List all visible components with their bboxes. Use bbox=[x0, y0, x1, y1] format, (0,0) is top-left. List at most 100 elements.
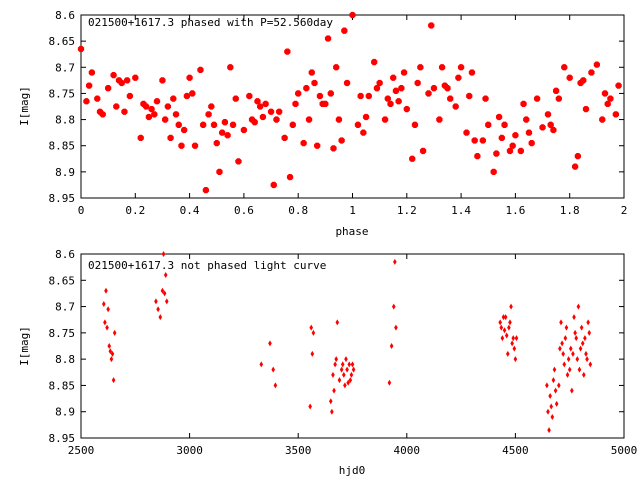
unphased-data-point bbox=[548, 392, 552, 399]
phased-data-point bbox=[240, 126, 248, 134]
phased-data-point bbox=[471, 137, 478, 144]
unphased-data-point bbox=[389, 343, 394, 349]
unphased-data-point bbox=[335, 319, 340, 326]
unphased-data-point bbox=[328, 398, 333, 405]
phased-data-point bbox=[384, 95, 391, 102]
phased-data-point bbox=[544, 111, 552, 118]
phased-data-point bbox=[88, 69, 95, 76]
phased-data-point bbox=[164, 103, 172, 110]
phased-data-point bbox=[580, 77, 587, 84]
phased-data-point bbox=[582, 105, 590, 113]
phased-data-point bbox=[286, 173, 294, 181]
phased-data-point bbox=[468, 69, 476, 76]
unphased-data-point bbox=[505, 350, 510, 357]
unphased-data-point bbox=[154, 298, 158, 305]
unphased-data-point bbox=[391, 303, 396, 310]
phased-data-point bbox=[593, 61, 600, 68]
phased-data-point bbox=[335, 116, 343, 123]
unphased-ytick-label: 8.7 bbox=[55, 301, 75, 314]
phased-data-point bbox=[205, 111, 212, 118]
unphased-xtick-label: 4000 bbox=[394, 444, 421, 457]
phased-data-point bbox=[246, 92, 253, 100]
unphased-data-point bbox=[344, 356, 348, 363]
unphased-ytick-label: 8.65 bbox=[49, 274, 76, 287]
phased-data-point bbox=[403, 105, 410, 113]
phased-data-point bbox=[314, 142, 321, 149]
unphased-data-point bbox=[108, 348, 113, 355]
phased-data-point bbox=[417, 64, 424, 71]
phased-data-point bbox=[208, 103, 215, 110]
phased-data-point bbox=[525, 129, 533, 136]
phased-data-point bbox=[324, 35, 332, 42]
phased-data-point bbox=[395, 98, 402, 105]
phased-ytick-label: 8.7 bbox=[55, 61, 75, 74]
phased-data-point bbox=[341, 27, 348, 34]
phased-xtick-label: 0.8 bbox=[288, 204, 308, 217]
phased-data-point bbox=[607, 95, 614, 102]
unphased-xtick-label: 3000 bbox=[176, 444, 203, 457]
phased-data-point bbox=[601, 90, 609, 97]
phased-data-point bbox=[357, 92, 364, 100]
unphased-data-point bbox=[162, 290, 167, 297]
unphased-data-point bbox=[547, 427, 551, 434]
unphased-ytick-label: 8.95 bbox=[49, 432, 76, 445]
unphased-data-point bbox=[550, 413, 555, 420]
phased-data-point bbox=[571, 163, 579, 170]
phased-data-point bbox=[517, 147, 524, 155]
phased-data-point bbox=[292, 100, 299, 108]
phased-data-point bbox=[452, 103, 459, 110]
unphased-data-point bbox=[509, 303, 513, 310]
phased-data-point bbox=[463, 129, 470, 136]
unphased-data-point bbox=[343, 382, 347, 389]
phased-data-point bbox=[143, 103, 150, 110]
phased-data-point bbox=[409, 155, 416, 162]
phased-data-point bbox=[259, 113, 267, 121]
unphased-xtick-label: 4500 bbox=[502, 444, 529, 457]
phased-data-point bbox=[466, 92, 473, 100]
unphased-data-point bbox=[106, 306, 110, 313]
unphased-data-point bbox=[333, 361, 337, 368]
phased-data-point bbox=[506, 147, 514, 155]
phased-data-point bbox=[110, 71, 117, 79]
unphased-data-point bbox=[576, 303, 581, 310]
unphased-data-point bbox=[552, 366, 557, 373]
unphased-data-point bbox=[587, 329, 592, 336]
phased-data-point bbox=[360, 129, 367, 136]
unphased-data-point bbox=[508, 319, 512, 326]
unphased-data-point bbox=[387, 379, 392, 386]
phased-data-point bbox=[99, 111, 106, 118]
unphased-plot-title: 021500+1617.3 not phased light curve bbox=[88, 259, 326, 272]
phased-data-point bbox=[105, 85, 112, 92]
unphased-data-point bbox=[330, 408, 334, 415]
phased-data-point bbox=[153, 98, 161, 105]
phased-data-point bbox=[495, 113, 503, 121]
unphased-data-point bbox=[347, 361, 352, 368]
unphased-data-point bbox=[268, 340, 272, 347]
phased-data-point bbox=[604, 100, 611, 108]
unphased-data-point bbox=[158, 314, 163, 321]
unphased-data-point bbox=[349, 371, 354, 378]
unphased-data-point bbox=[578, 345, 583, 352]
phased-data-point bbox=[189, 90, 196, 97]
phased-ytick-label: 8.65 bbox=[49, 35, 76, 48]
unphased-data-point bbox=[394, 324, 398, 331]
unphased-plot-xlabel: hjd0 bbox=[339, 464, 366, 477]
phased-data-point bbox=[354, 121, 362, 128]
phased-data-point bbox=[561, 64, 568, 71]
unphased-data-point bbox=[111, 377, 116, 384]
phased-ytick-label: 8.95 bbox=[49, 192, 76, 205]
phased-data-point bbox=[474, 153, 481, 160]
phased-data-point bbox=[213, 139, 220, 147]
unphased-data-point bbox=[553, 387, 558, 394]
phased-data-point bbox=[362, 113, 370, 121]
phased-data-point bbox=[343, 79, 351, 87]
unphased-plot-ylabel: I[mag] bbox=[18, 326, 31, 366]
unphased-xtick-label: 5000 bbox=[611, 444, 638, 457]
unphased-data-point bbox=[510, 340, 514, 347]
phased-data-point bbox=[167, 134, 174, 142]
phased-plot-title: 021500+1617.3 phased with P=52.560day bbox=[88, 16, 333, 29]
phased-data-point bbox=[528, 139, 535, 147]
phased-data-point bbox=[376, 79, 383, 87]
phased-data-point bbox=[121, 108, 128, 115]
